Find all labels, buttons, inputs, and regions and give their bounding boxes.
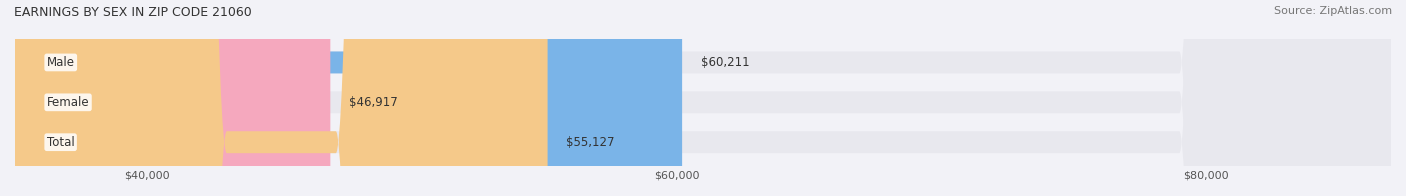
FancyBboxPatch shape [15, 0, 1391, 196]
Text: $46,917: $46,917 [349, 96, 398, 109]
FancyBboxPatch shape [15, 0, 547, 196]
FancyBboxPatch shape [15, 0, 1391, 196]
Text: $60,211: $60,211 [700, 56, 749, 69]
FancyBboxPatch shape [15, 0, 682, 196]
Text: Male: Male [46, 56, 75, 69]
Text: Female: Female [46, 96, 90, 109]
FancyBboxPatch shape [15, 0, 1391, 196]
Text: $55,127: $55,127 [567, 136, 614, 149]
FancyBboxPatch shape [15, 0, 330, 196]
Text: EARNINGS BY SEX IN ZIP CODE 21060: EARNINGS BY SEX IN ZIP CODE 21060 [14, 6, 252, 19]
Text: Total: Total [46, 136, 75, 149]
Text: Source: ZipAtlas.com: Source: ZipAtlas.com [1274, 6, 1392, 16]
